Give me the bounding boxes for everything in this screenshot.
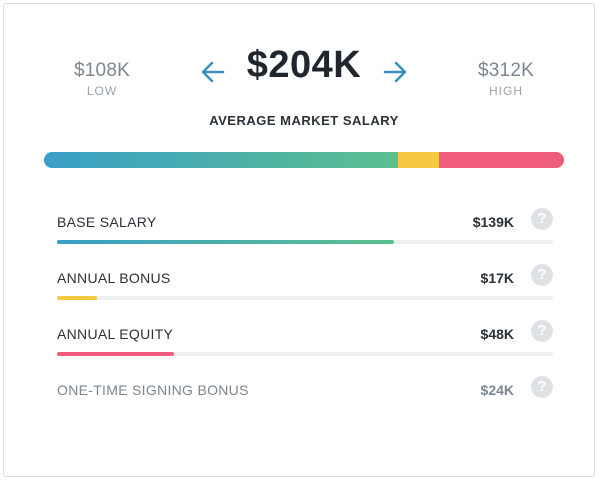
low-salary-value: $108K [74, 60, 130, 81]
low-salary-label: LOW [86, 84, 118, 98]
breakdown-row-annual-equity: ANNUAL EQUITY $48K ? [57, 318, 553, 358]
breakdown-track [57, 352, 553, 356]
breakdown-track [57, 240, 553, 244]
previous-arrow-icon[interactable] [199, 58, 227, 86]
help-icon[interactable]: ? [531, 264, 553, 286]
breakdown-value: $139K [472, 214, 514, 230]
breakdown-fill [57, 296, 97, 300]
help-icon[interactable]: ? [531, 320, 553, 342]
average-salary-label: AVERAGE MARKET SALARY [209, 113, 399, 128]
breakdown-row-signing-bonus: ONE-TIME SIGNING BONUS $24K ? [57, 374, 553, 414]
help-icon[interactable]: ? [531, 208, 553, 230]
next-arrow-icon[interactable] [381, 58, 409, 86]
breakdown-label: ANNUAL BONUS [57, 270, 171, 286]
average-salary-value: $204K [246, 44, 362, 86]
salary-card: $108K LOW $204K $312K HIGH AVERAGE MARKE… [3, 3, 595, 477]
breakdown-fill [57, 352, 174, 356]
total-bar-segment-base [44, 152, 398, 168]
breakdown-value: $17K [480, 270, 514, 286]
high-salary-value: $312K [478, 60, 534, 81]
breakdown-row-base-salary: BASE SALARY $139K ? [57, 206, 553, 246]
breakdown-value: $48K [480, 326, 514, 342]
total-bar-segment-equity [439, 152, 564, 168]
breakdown-fill [57, 240, 395, 244]
total-bar-segment-bonus [397, 152, 440, 168]
breakdown-track [57, 296, 553, 300]
breakdown-label: ONE-TIME SIGNING BONUS [57, 382, 249, 398]
low-salary: $108K LOW [47, 60, 157, 98]
breakdown-label: ANNUAL EQUITY [57, 326, 174, 342]
total-compensation-bar [44, 152, 564, 168]
breakdown-value: $24K [480, 382, 514, 398]
breakdown-label: BASE SALARY [57, 214, 157, 230]
high-salary: $312K HIGH [451, 60, 561, 98]
breakdown-row-annual-bonus: ANNUAL BONUS $17K ? [57, 262, 553, 302]
help-icon[interactable]: ? [531, 376, 553, 398]
high-salary-label: HIGH [489, 84, 523, 98]
